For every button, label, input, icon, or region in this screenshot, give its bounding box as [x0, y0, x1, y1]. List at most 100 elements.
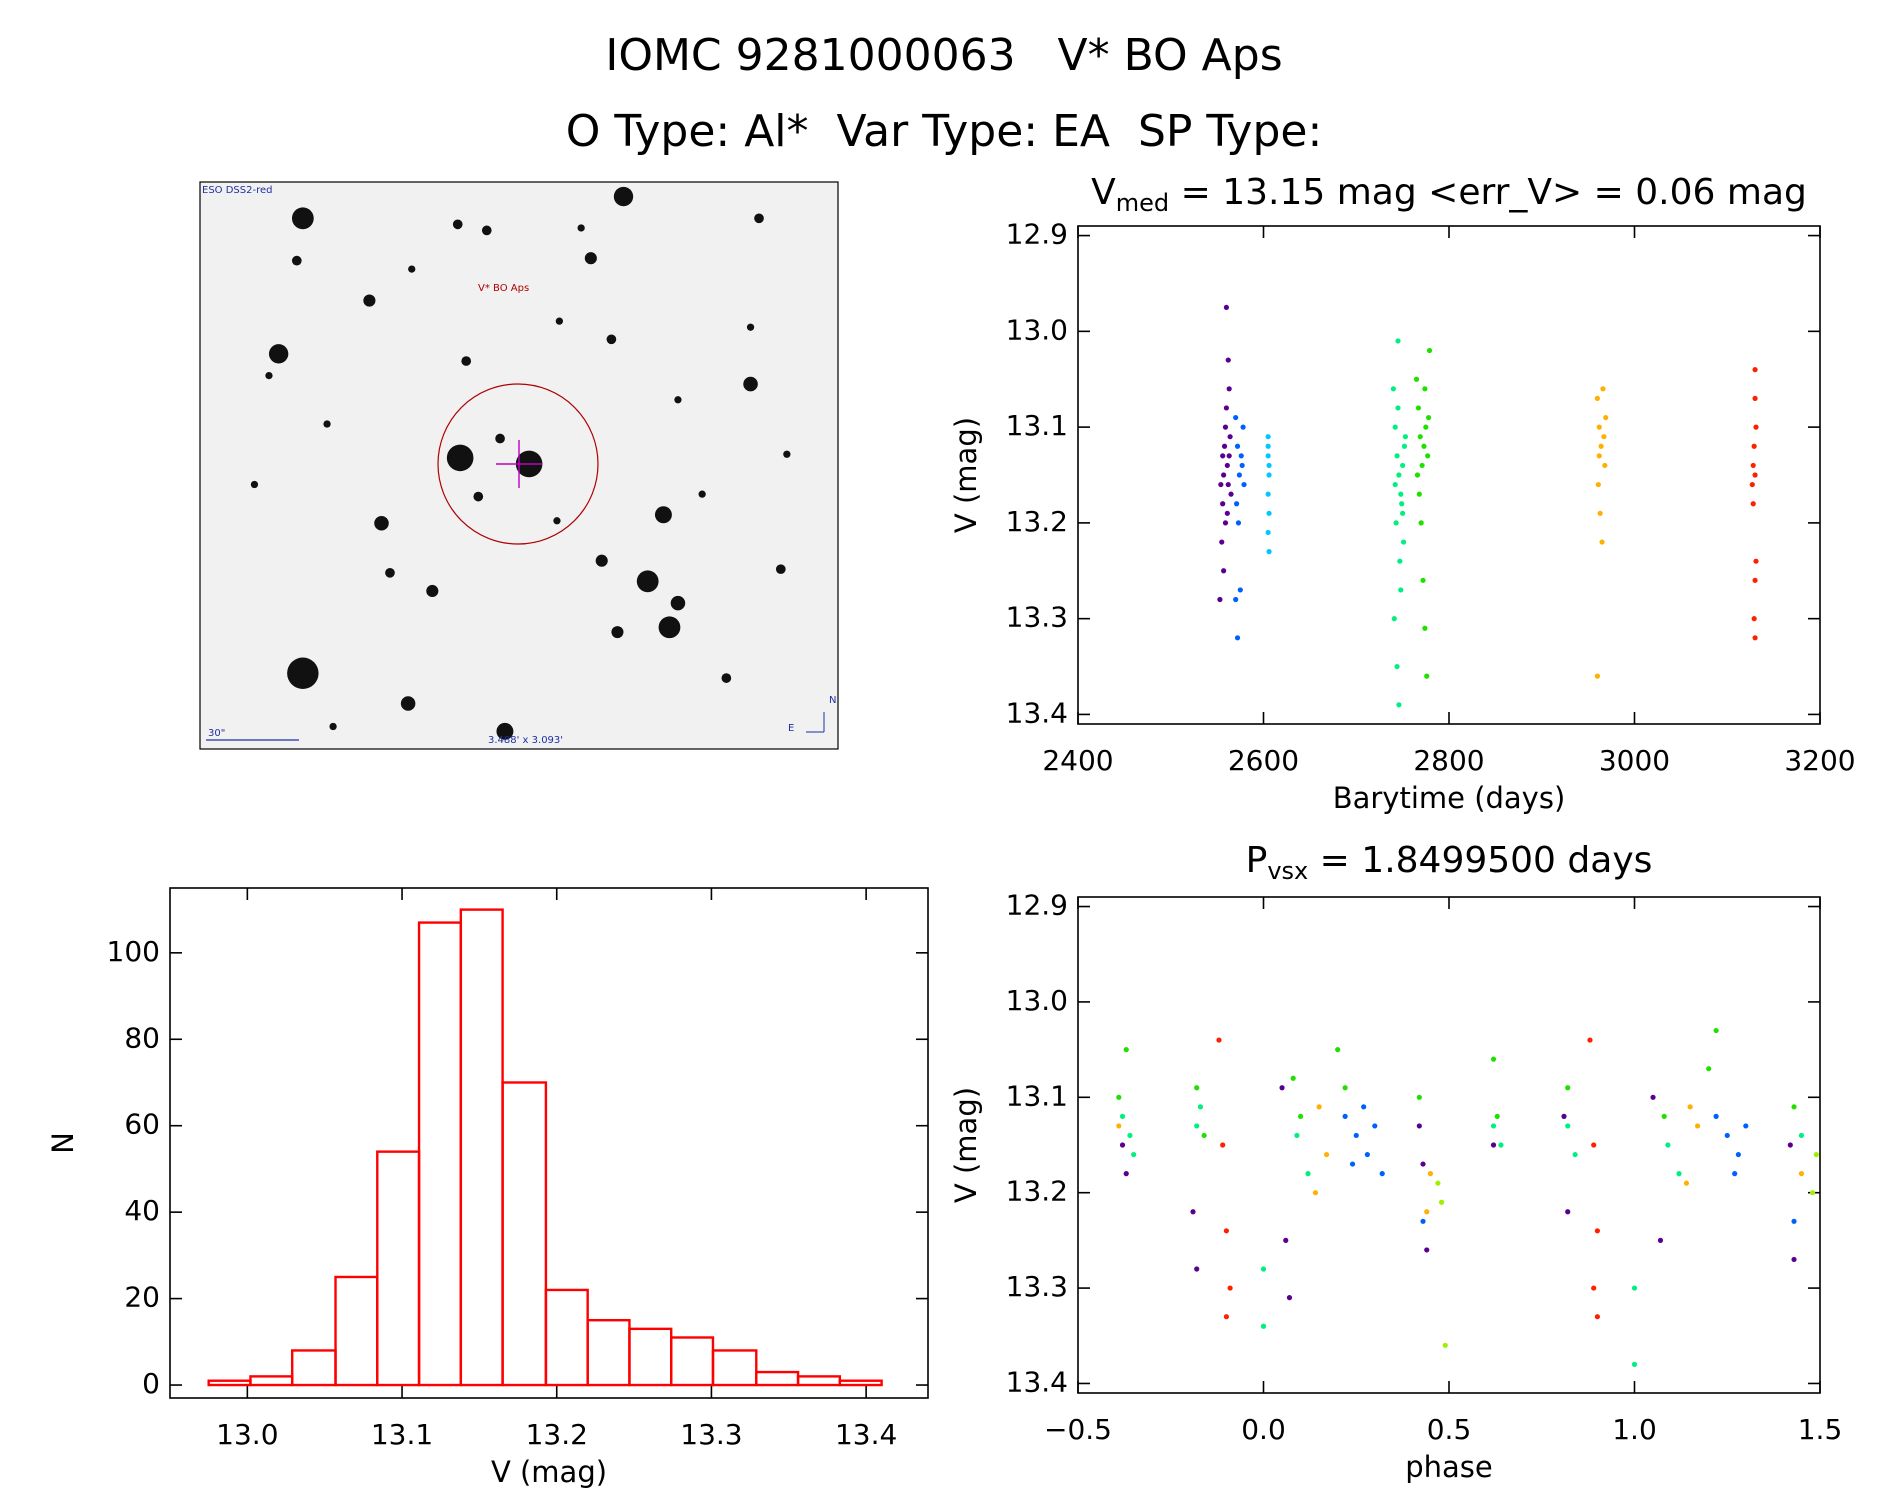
data-point: [1396, 702, 1402, 708]
finder-east: E: [788, 723, 794, 734]
title-part: = 1.8499500 days: [1308, 840, 1652, 881]
data-point: [1402, 434, 1409, 440]
histogram-bar: [711, 1349, 758, 1387]
data-point: [1266, 472, 1272, 478]
data-point: [1265, 434, 1271, 440]
histogram-bar: [417, 921, 463, 1387]
data-point: [1752, 472, 1758, 478]
finder-scale: 30": [208, 728, 225, 739]
finder-target-label: V* BO Aps: [478, 283, 529, 294]
data-point: [1425, 414, 1432, 421]
data-point: [1398, 587, 1404, 593]
data-point: [1400, 539, 1407, 545]
data-point: [1751, 443, 1757, 449]
data-point: [1422, 386, 1428, 392]
data-point: [1392, 424, 1398, 430]
data-point: [1305, 1171, 1311, 1177]
data-point: [1594, 673, 1600, 679]
data-point: [1234, 443, 1241, 449]
data-point: [1596, 424, 1602, 430]
data-point: [1603, 414, 1609, 421]
y-tick-label: 13.3: [1006, 601, 1068, 634]
data-point: [1791, 1256, 1797, 1263]
y-tick-label: 13.2: [1006, 505, 1068, 538]
data-point: [1657, 1237, 1664, 1243]
data-point: [1594, 1228, 1600, 1234]
data-point: [1749, 481, 1755, 488]
data-point: [1732, 1171, 1738, 1177]
data-point: [1424, 1209, 1430, 1215]
histogram-bar: [334, 1275, 379, 1387]
star: [265, 371, 273, 380]
star: [408, 265, 416, 273]
star: [323, 420, 331, 428]
star: [746, 323, 755, 331]
data-point: [1266, 510, 1272, 516]
data-point: [1753, 558, 1759, 564]
histogram-bar: [628, 1327, 673, 1387]
data-point: [1223, 405, 1229, 411]
star: [496, 722, 514, 740]
data-point: [1420, 1161, 1426, 1167]
data-point: [1286, 1295, 1293, 1301]
data-point: [1279, 1085, 1285, 1091]
data-point: [1265, 491, 1271, 497]
star: [754, 213, 764, 224]
data-point: [1219, 539, 1225, 545]
data-point: [1417, 434, 1423, 440]
star: [426, 584, 439, 598]
y-tick-label: 12.9: [1006, 889, 1068, 922]
star: [461, 356, 472, 366]
data-point: [1650, 1094, 1656, 1100]
data-point: [1197, 1104, 1204, 1110]
star: [291, 207, 314, 230]
data-point: [1713, 1027, 1719, 1034]
y-tick-label: 13.1: [1006, 409, 1068, 442]
data-point: [1312, 1190, 1319, 1196]
finder-survey: ESO DSS2-red: [202, 185, 272, 196]
data-point: [1599, 539, 1605, 545]
data-point: [1401, 443, 1408, 449]
y-tick-label: 13.0: [1006, 313, 1068, 346]
x-tick-label: 13.1: [371, 1418, 433, 1451]
target-circle: [437, 383, 599, 545]
data-point: [1397, 558, 1403, 564]
data-point: [1419, 462, 1425, 469]
star: [446, 444, 474, 472]
data-point: [1421, 443, 1427, 449]
data-point: [1813, 1151, 1819, 1158]
y-tick-label: 60: [124, 1108, 160, 1141]
data-point: [1260, 1266, 1267, 1272]
star: [287, 657, 319, 689]
data-point: [1661, 1113, 1667, 1119]
y-axis-label: V (mag): [949, 417, 983, 533]
y-tick-label: 13.4: [1006, 696, 1068, 729]
data-point: [1225, 357, 1231, 363]
star: [595, 554, 608, 567]
data-point: [1597, 510, 1603, 516]
data-point: [1372, 1123, 1378, 1129]
data-point: [1379, 1171, 1385, 1177]
data-point: [1591, 1142, 1597, 1148]
data-point: [1399, 501, 1405, 507]
data-point: [1565, 1209, 1571, 1215]
data-point: [1220, 1142, 1226, 1148]
x-tick-label: 2800: [1413, 744, 1484, 777]
data-point: [1235, 520, 1242, 526]
data-point: [1426, 347, 1433, 354]
y-tick-label: 80: [124, 1021, 160, 1054]
star: [268, 344, 289, 364]
data-point: [1221, 472, 1227, 478]
data-point: [1676, 1171, 1682, 1177]
histogram-bar: [459, 908, 504, 1387]
data-point: [1394, 453, 1400, 459]
star: [400, 696, 416, 711]
data-point: [1223, 1228, 1229, 1234]
data-point: [1361, 1104, 1367, 1110]
data-point: [1298, 1113, 1304, 1119]
data-point: [1123, 1171, 1129, 1177]
data-point: [1423, 424, 1429, 430]
data-point: [1236, 472, 1242, 478]
